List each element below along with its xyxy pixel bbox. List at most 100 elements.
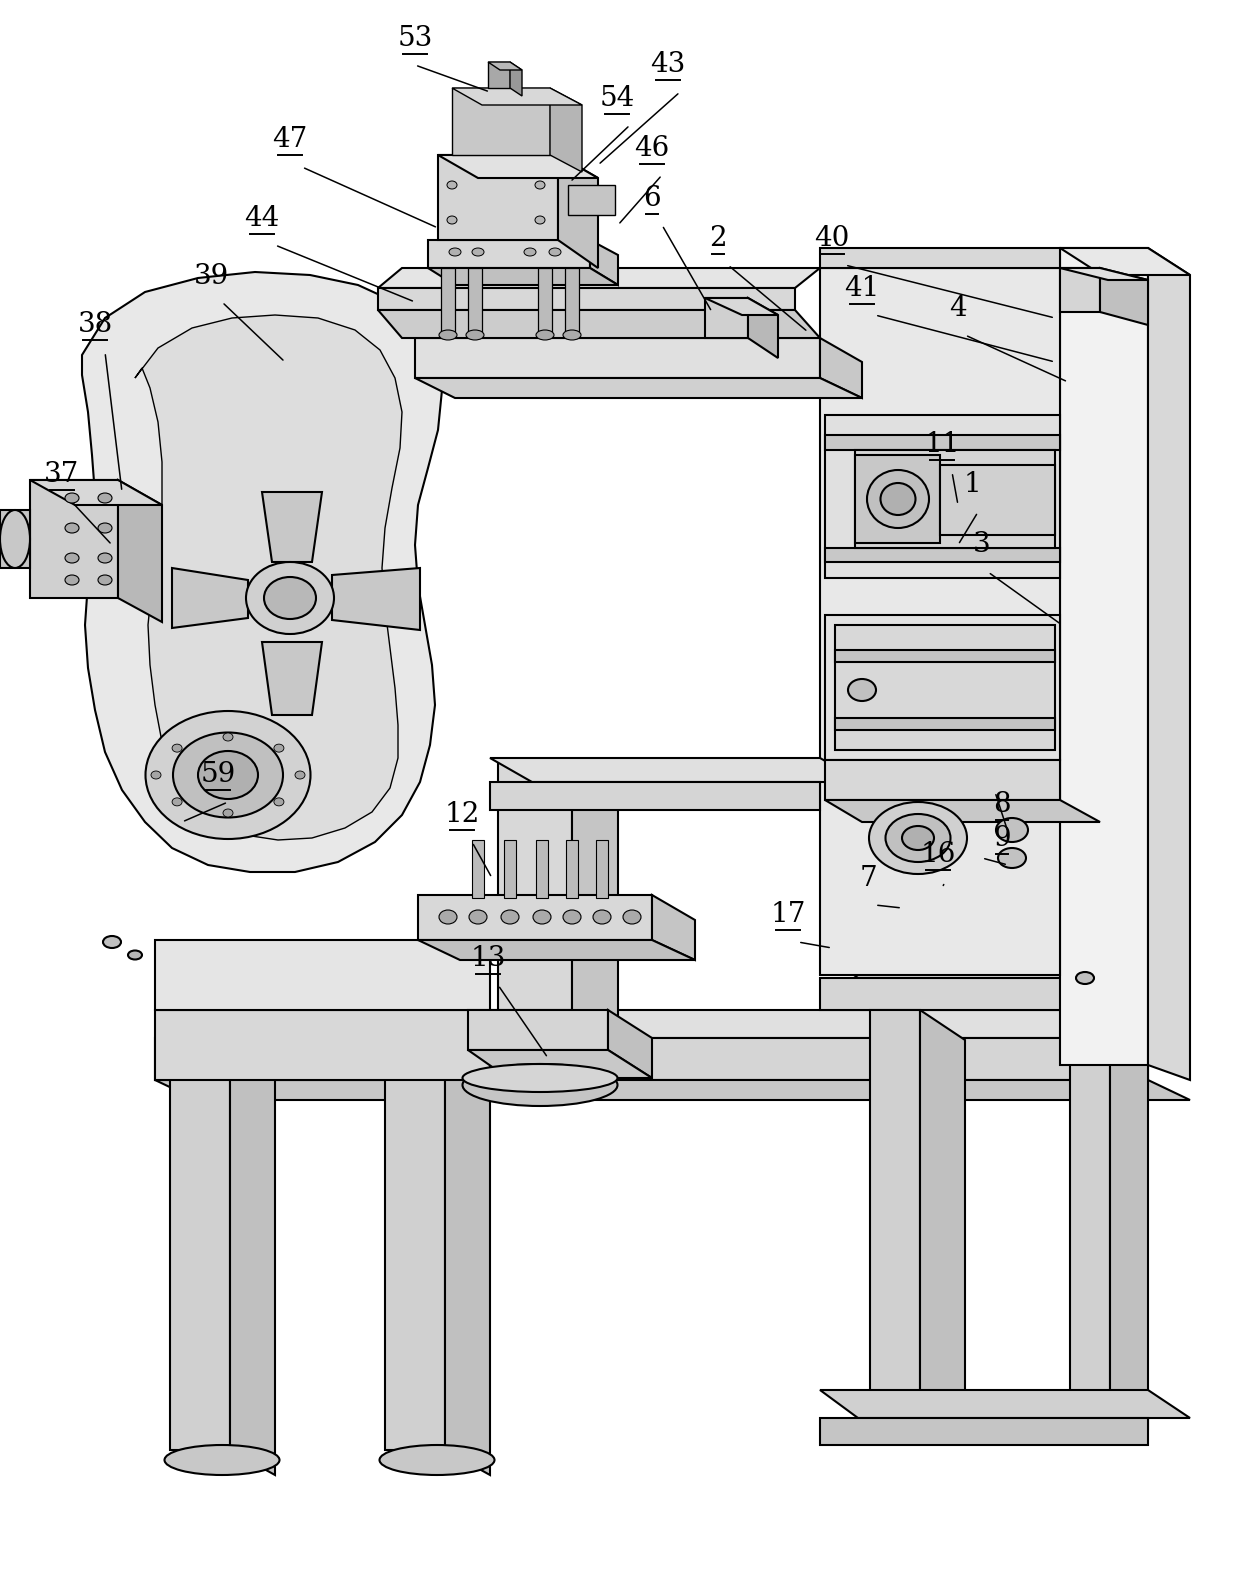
Polygon shape	[1060, 247, 1148, 1065]
Polygon shape	[748, 298, 777, 357]
Text: 40: 40	[815, 225, 849, 252]
Polygon shape	[172, 568, 248, 628]
Polygon shape	[135, 314, 402, 841]
Polygon shape	[378, 289, 795, 309]
Ellipse shape	[439, 911, 458, 924]
Polygon shape	[415, 338, 820, 378]
Ellipse shape	[274, 745, 284, 753]
Ellipse shape	[98, 553, 112, 563]
Ellipse shape	[64, 523, 79, 533]
Polygon shape	[418, 895, 652, 939]
Polygon shape	[490, 782, 820, 810]
Polygon shape	[467, 1050, 652, 1078]
Polygon shape	[378, 309, 820, 338]
Polygon shape	[441, 268, 455, 332]
Polygon shape	[1060, 268, 1100, 313]
Polygon shape	[835, 718, 1055, 731]
Polygon shape	[825, 549, 1060, 561]
Ellipse shape	[172, 798, 182, 805]
Ellipse shape	[379, 1445, 495, 1475]
Text: 12: 12	[444, 801, 480, 828]
Polygon shape	[472, 841, 484, 898]
Ellipse shape	[867, 471, 929, 528]
Polygon shape	[596, 841, 608, 898]
Ellipse shape	[472, 247, 484, 257]
Text: 8: 8	[993, 791, 1011, 818]
Polygon shape	[856, 450, 1055, 549]
Polygon shape	[870, 1010, 920, 1400]
Ellipse shape	[172, 745, 182, 753]
Text: 7: 7	[859, 864, 877, 892]
Polygon shape	[536, 841, 548, 898]
Polygon shape	[825, 415, 1060, 577]
Text: 59: 59	[201, 761, 236, 788]
Polygon shape	[30, 480, 118, 598]
Polygon shape	[498, 759, 618, 788]
Polygon shape	[467, 1010, 608, 1050]
Ellipse shape	[998, 849, 1025, 868]
Ellipse shape	[885, 813, 951, 861]
Ellipse shape	[996, 818, 1028, 842]
Ellipse shape	[563, 330, 582, 340]
Ellipse shape	[0, 510, 30, 568]
Text: 17: 17	[770, 901, 806, 928]
Ellipse shape	[501, 911, 520, 924]
Polygon shape	[378, 268, 820, 289]
Text: 3: 3	[973, 531, 991, 558]
Polygon shape	[453, 88, 582, 105]
Polygon shape	[1110, 1010, 1148, 1431]
Text: 4: 4	[949, 295, 967, 322]
Polygon shape	[572, 759, 618, 1038]
Polygon shape	[825, 435, 1060, 450]
Polygon shape	[820, 1418, 1148, 1445]
Text: 6: 6	[644, 185, 661, 212]
Polygon shape	[920, 1010, 965, 1424]
Ellipse shape	[198, 751, 258, 799]
Polygon shape	[1148, 247, 1190, 1080]
Ellipse shape	[593, 911, 611, 924]
Ellipse shape	[536, 330, 554, 340]
Polygon shape	[170, 1010, 229, 1450]
Ellipse shape	[549, 247, 560, 257]
Polygon shape	[490, 758, 862, 782]
Polygon shape	[82, 273, 441, 872]
Polygon shape	[835, 625, 1055, 750]
Text: 11: 11	[924, 431, 960, 458]
Polygon shape	[418, 939, 694, 960]
Polygon shape	[155, 1080, 1190, 1101]
Polygon shape	[510, 62, 522, 96]
Polygon shape	[118, 480, 162, 622]
Polygon shape	[558, 155, 598, 268]
Ellipse shape	[264, 577, 316, 619]
Ellipse shape	[880, 483, 915, 515]
Ellipse shape	[223, 734, 233, 742]
Ellipse shape	[98, 523, 112, 533]
Polygon shape	[428, 239, 590, 268]
Polygon shape	[856, 455, 940, 542]
Polygon shape	[825, 801, 1100, 821]
Polygon shape	[820, 338, 862, 399]
Polygon shape	[489, 62, 510, 88]
Ellipse shape	[151, 770, 161, 778]
Ellipse shape	[274, 798, 284, 805]
Polygon shape	[820, 247, 1060, 268]
Ellipse shape	[174, 732, 283, 818]
Polygon shape	[568, 185, 615, 215]
Polygon shape	[565, 841, 578, 898]
Ellipse shape	[128, 951, 143, 960]
Ellipse shape	[64, 493, 79, 502]
Polygon shape	[590, 239, 618, 286]
Polygon shape	[1100, 268, 1148, 325]
Polygon shape	[155, 1010, 490, 1080]
Text: 54: 54	[599, 85, 635, 112]
Ellipse shape	[466, 330, 484, 340]
Polygon shape	[565, 268, 579, 332]
Ellipse shape	[103, 936, 122, 947]
Polygon shape	[940, 466, 1055, 534]
Text: 2: 2	[709, 225, 727, 252]
Polygon shape	[1070, 1010, 1110, 1400]
Polygon shape	[155, 939, 490, 1010]
Ellipse shape	[165, 1445, 279, 1475]
Ellipse shape	[145, 711, 310, 839]
Text: 37: 37	[45, 461, 79, 488]
